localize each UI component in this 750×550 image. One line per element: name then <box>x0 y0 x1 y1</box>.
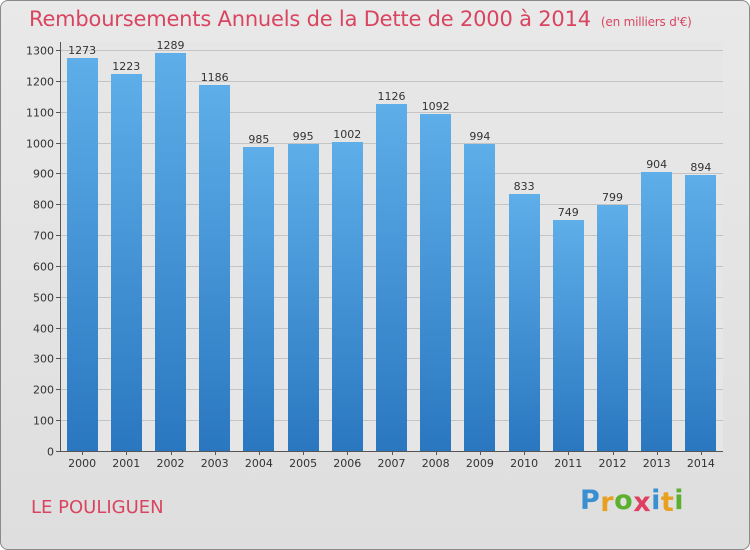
bar <box>376 104 407 451</box>
bar <box>288 144 319 451</box>
logo-letter: r <box>600 487 615 518</box>
title-text: Remboursements Annuels de la Dette de 20… <box>29 7 591 31</box>
bar <box>464 144 495 451</box>
bar-value-label: 1002 <box>333 128 361 141</box>
bar-value-label: 1186 <box>201 71 229 84</box>
bar-value-label: 985 <box>248 133 269 146</box>
chart-title: Remboursements Annuels de la Dette de 20… <box>29 7 692 31</box>
y-tick-label: 600 <box>33 261 54 274</box>
x-tick-label: 2007 <box>378 457 406 470</box>
logo-letter: t <box>660 487 675 518</box>
bar-value-label: 1223 <box>112 60 140 73</box>
bar-value-label: 1273 <box>68 44 96 57</box>
logo-letter: o <box>614 485 634 516</box>
y-tick-label: 1200 <box>26 76 54 89</box>
bar-value-label: 833 <box>514 180 535 193</box>
bar <box>67 58 98 451</box>
logo-letter: x <box>633 487 652 518</box>
bar-value-label: 799 <box>602 191 623 204</box>
y-tick-label: 300 <box>33 353 54 366</box>
x-tick-label: 2001 <box>112 457 140 470</box>
x-tick-label: 2003 <box>201 457 229 470</box>
y-tick-label: 1000 <box>26 138 54 151</box>
logo-letter: i <box>651 485 661 516</box>
bar <box>597 205 628 451</box>
y-tick-label: 0 <box>47 446 54 459</box>
y-tick-label: 1300 <box>26 45 54 58</box>
x-tick-label: 2008 <box>422 457 450 470</box>
y-tick-label: 700 <box>33 230 54 243</box>
x-tick-label: 2012 <box>599 457 627 470</box>
bar <box>111 74 142 451</box>
y-tick-label: 100 <box>33 415 54 428</box>
x-tick-label: 2004 <box>245 457 273 470</box>
bar-value-label: 749 <box>558 206 579 219</box>
commune-name: LE POULIGUEN <box>31 497 164 518</box>
bar-value-label: 904 <box>646 158 667 171</box>
chart-subtitle: (en milliers d'€) <box>600 15 692 29</box>
bar <box>509 194 540 451</box>
bar <box>155 53 186 451</box>
y-tick-label: 500 <box>33 292 54 305</box>
bar <box>243 147 274 451</box>
x-tick-label: 2006 <box>333 457 361 470</box>
bar <box>685 175 716 451</box>
bar <box>641 172 672 451</box>
x-tick-label: 2013 <box>643 457 671 470</box>
x-tick-label: 2014 <box>687 457 715 470</box>
bar-value-label: 994 <box>469 130 490 143</box>
y-tick-label: 400 <box>33 323 54 336</box>
x-tick-label: 2000 <box>68 457 96 470</box>
proxiti-logo: Proxiti <box>580 485 685 518</box>
bar-value-label: 894 <box>690 161 711 174</box>
bar-value-label: 1092 <box>422 100 450 113</box>
bar <box>420 114 451 451</box>
y-tick-label: 1100 <box>26 107 54 120</box>
bar <box>332 142 363 451</box>
bar-value-label: 1289 <box>157 39 185 52</box>
x-tick-label: 2010 <box>510 457 538 470</box>
bar-value-label: 1126 <box>378 90 406 103</box>
x-tick-label: 2002 <box>157 457 185 470</box>
bar <box>199 85 230 451</box>
y-tick-label: 800 <box>33 199 54 212</box>
y-tick-label: 200 <box>33 384 54 397</box>
bar <box>553 220 584 451</box>
logo-letter: i <box>674 485 685 516</box>
x-tick-label: 2005 <box>289 457 317 470</box>
bar-value-label: 995 <box>293 130 314 143</box>
x-tick-label: 2009 <box>466 457 494 470</box>
y-tick-label: 900 <box>33 168 54 181</box>
logo-letter: P <box>580 485 601 516</box>
x-tick-label: 2011 <box>554 457 582 470</box>
